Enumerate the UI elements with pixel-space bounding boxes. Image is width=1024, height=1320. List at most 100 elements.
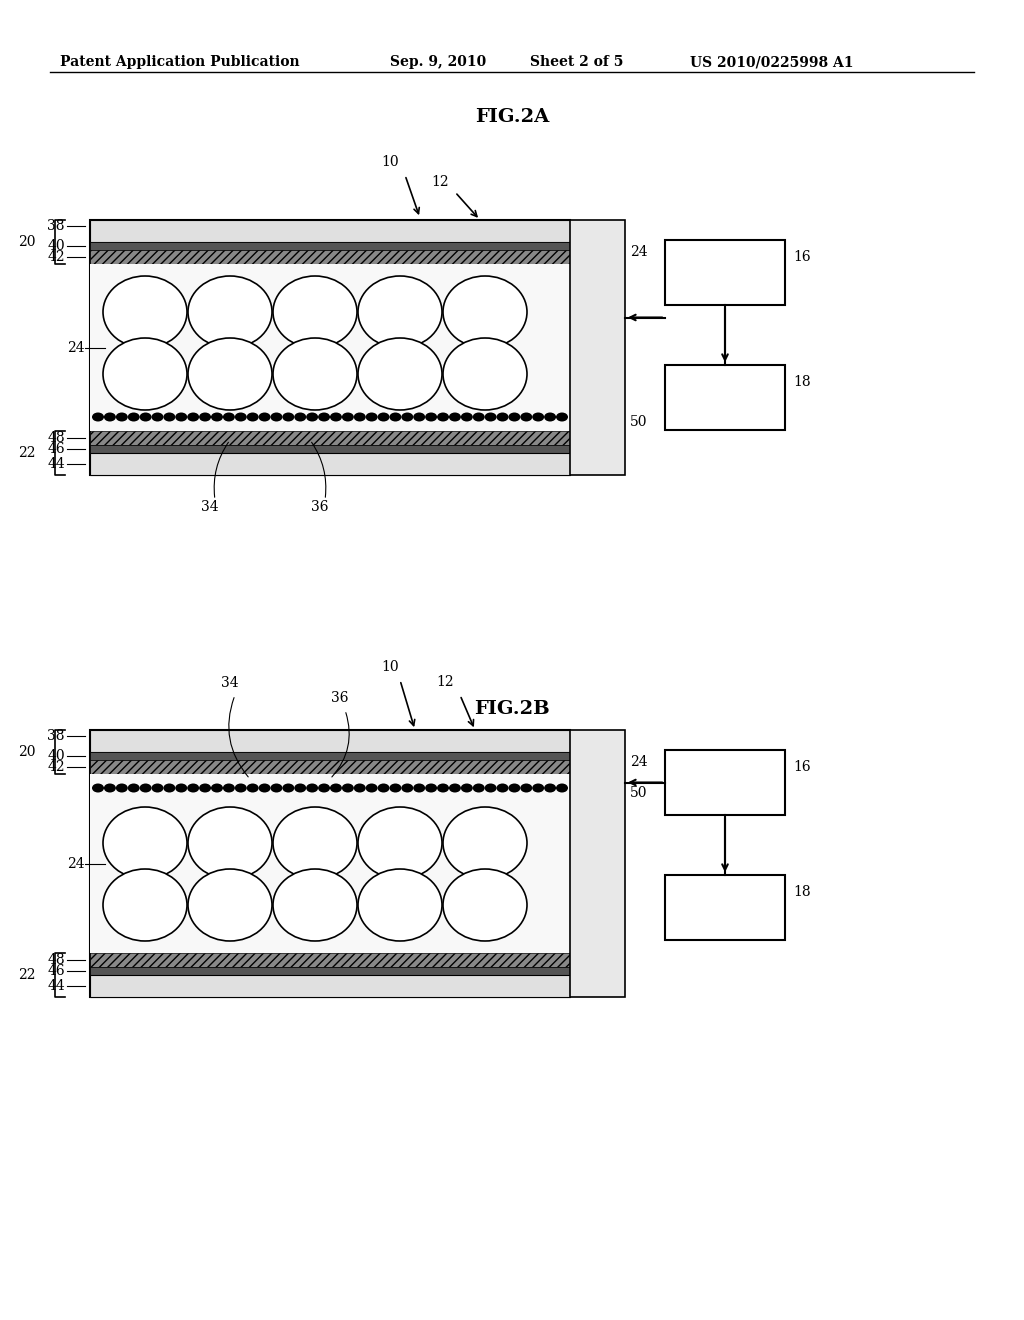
Text: 38: 38 xyxy=(47,219,65,234)
Text: 42: 42 xyxy=(47,760,65,774)
Ellipse shape xyxy=(188,276,272,348)
Text: 40: 40 xyxy=(47,748,65,763)
Ellipse shape xyxy=(223,412,234,421)
Text: 20: 20 xyxy=(18,744,36,759)
Ellipse shape xyxy=(128,784,139,792)
Ellipse shape xyxy=(273,276,357,348)
Ellipse shape xyxy=(358,276,442,348)
Ellipse shape xyxy=(366,412,378,421)
Text: 24: 24 xyxy=(68,341,85,355)
Ellipse shape xyxy=(188,338,272,411)
Ellipse shape xyxy=(556,412,568,421)
Ellipse shape xyxy=(414,784,425,792)
Ellipse shape xyxy=(103,784,116,792)
Ellipse shape xyxy=(358,869,442,941)
Ellipse shape xyxy=(273,807,357,879)
Text: 36: 36 xyxy=(331,690,349,705)
Ellipse shape xyxy=(116,784,128,792)
Ellipse shape xyxy=(425,412,437,421)
Ellipse shape xyxy=(461,412,473,421)
Bar xyxy=(665,750,785,814)
Ellipse shape xyxy=(187,784,200,792)
Ellipse shape xyxy=(342,412,354,421)
Ellipse shape xyxy=(103,338,187,411)
Bar xyxy=(90,752,570,760)
Text: 24: 24 xyxy=(630,755,647,770)
Bar xyxy=(90,953,570,968)
Ellipse shape xyxy=(103,869,187,941)
Text: 10: 10 xyxy=(381,660,398,675)
Text: 48: 48 xyxy=(47,953,65,968)
Text: 22: 22 xyxy=(18,968,36,982)
Text: 50: 50 xyxy=(630,785,647,800)
Text: Sep. 9, 2010: Sep. 9, 2010 xyxy=(390,55,486,69)
Ellipse shape xyxy=(175,412,187,421)
Ellipse shape xyxy=(152,412,164,421)
Ellipse shape xyxy=(443,807,527,879)
Ellipse shape xyxy=(103,412,116,421)
Bar xyxy=(570,730,625,997)
Text: 16: 16 xyxy=(793,249,811,264)
Ellipse shape xyxy=(378,412,389,421)
Text: 18: 18 xyxy=(793,375,811,389)
Ellipse shape xyxy=(342,784,354,792)
Ellipse shape xyxy=(139,412,152,421)
Ellipse shape xyxy=(234,412,247,421)
Ellipse shape xyxy=(270,784,283,792)
Ellipse shape xyxy=(187,412,200,421)
Ellipse shape xyxy=(259,784,270,792)
Ellipse shape xyxy=(520,784,532,792)
Text: 38: 38 xyxy=(47,729,65,743)
Text: Sheet 2 of 5: Sheet 2 of 5 xyxy=(530,55,624,69)
Ellipse shape xyxy=(358,338,442,411)
Text: 42: 42 xyxy=(47,249,65,264)
Ellipse shape xyxy=(532,412,544,421)
Ellipse shape xyxy=(473,784,484,792)
Ellipse shape xyxy=(199,784,211,792)
Bar xyxy=(90,445,570,453)
Ellipse shape xyxy=(443,869,527,941)
Bar xyxy=(90,220,570,242)
Ellipse shape xyxy=(283,784,294,792)
Text: 36: 36 xyxy=(311,500,329,513)
Ellipse shape xyxy=(164,784,175,792)
Ellipse shape xyxy=(358,807,442,879)
Ellipse shape xyxy=(443,338,527,411)
Bar xyxy=(90,249,570,264)
Ellipse shape xyxy=(544,412,556,421)
Text: 24: 24 xyxy=(68,857,85,870)
Text: 40: 40 xyxy=(47,239,65,253)
Text: 12: 12 xyxy=(436,675,454,689)
Ellipse shape xyxy=(223,784,234,792)
Ellipse shape xyxy=(484,784,497,792)
Ellipse shape xyxy=(378,784,389,792)
Ellipse shape xyxy=(306,412,318,421)
Ellipse shape xyxy=(92,412,104,421)
Text: 46: 46 xyxy=(47,964,65,978)
Ellipse shape xyxy=(449,784,461,792)
Ellipse shape xyxy=(508,412,520,421)
Ellipse shape xyxy=(389,412,401,421)
Bar xyxy=(90,730,570,752)
Bar xyxy=(665,240,785,305)
Text: 34: 34 xyxy=(221,676,239,690)
Text: 46: 46 xyxy=(47,442,65,455)
Ellipse shape xyxy=(103,807,187,879)
Ellipse shape xyxy=(211,412,223,421)
Ellipse shape xyxy=(103,276,187,348)
Ellipse shape xyxy=(353,412,366,421)
Bar xyxy=(665,366,785,430)
Ellipse shape xyxy=(211,784,223,792)
Ellipse shape xyxy=(259,412,270,421)
Ellipse shape xyxy=(401,784,414,792)
Ellipse shape xyxy=(152,784,164,792)
Text: 10: 10 xyxy=(381,154,398,169)
Ellipse shape xyxy=(188,807,272,879)
Ellipse shape xyxy=(128,412,139,421)
Bar xyxy=(90,975,570,997)
Ellipse shape xyxy=(484,412,497,421)
Ellipse shape xyxy=(283,412,294,421)
Ellipse shape xyxy=(389,784,401,792)
Text: 24: 24 xyxy=(630,246,647,259)
Bar xyxy=(90,264,570,432)
